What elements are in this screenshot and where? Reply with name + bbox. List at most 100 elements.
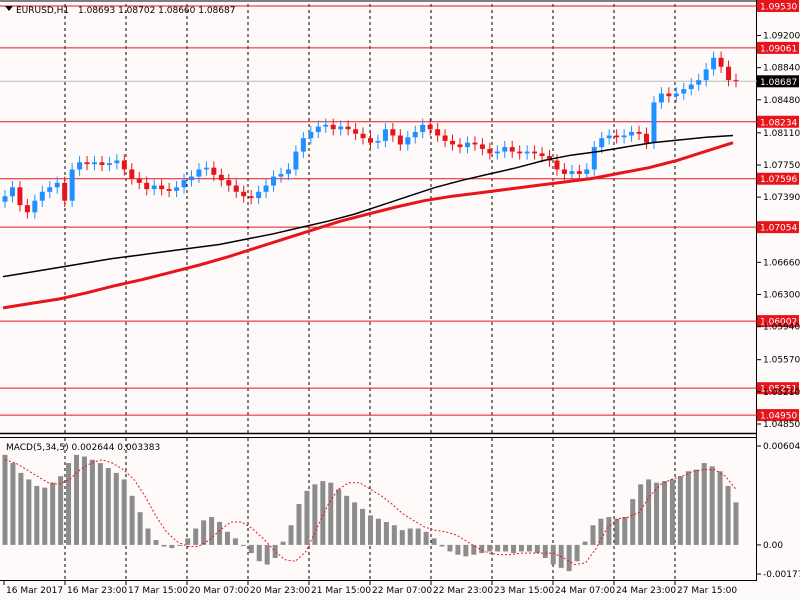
macd-bar — [550, 544, 556, 565]
candle-body — [450, 140, 456, 145]
dropdown-arrow-icon[interactable] — [5, 6, 13, 11]
macd-bar — [725, 485, 731, 545]
candle-body — [241, 191, 247, 197]
current-price-label: 1.08687 — [760, 78, 797, 88]
candle-body — [561, 169, 567, 174]
candle-body — [233, 185, 239, 192]
macd-bar — [145, 528, 151, 545]
ohlc-label: 1.08693 1.08702 1.08660 1.08687 — [78, 6, 235, 16]
macd-bar — [81, 456, 87, 545]
macd-bar — [614, 518, 620, 545]
time-tick-label: 27 Mar 15:00 — [677, 586, 737, 596]
macd-bar — [296, 503, 302, 545]
price-tick-label: 1.04850 — [763, 420, 800, 430]
macd-bar — [352, 502, 358, 545]
macd-bar — [630, 499, 636, 545]
candle-body — [726, 66, 732, 81]
price-tick-label: 1.06300 — [763, 290, 800, 300]
moving-average-black — [2, 134, 734, 278]
candle-body — [17, 187, 23, 206]
price-tick-label: 1.09200 — [763, 31, 800, 41]
macd-bar — [129, 495, 135, 545]
candle-body — [203, 167, 209, 170]
candle-body — [144, 182, 150, 190]
level-label: 1.07054 — [760, 224, 797, 234]
macd-bar — [526, 544, 532, 552]
time-tick-label: 20 Mar 07:00 — [189, 586, 249, 596]
level-label: 1.09061 — [760, 44, 797, 54]
candle-body — [308, 131, 314, 139]
candle-body — [24, 205, 30, 213]
candle-body — [711, 57, 717, 70]
level-marker — [757, 221, 799, 234]
macd-bar — [34, 485, 40, 545]
candle-body — [9, 187, 15, 197]
candle-body — [487, 148, 493, 154]
candle-body — [405, 137, 411, 145]
candle-body — [248, 196, 254, 199]
macd-bar — [463, 544, 469, 557]
time-tick-label: 16 Mar 2017 — [6, 586, 63, 596]
macd-bar — [26, 479, 32, 545]
candle-body — [285, 169, 291, 174]
macd-bar — [248, 544, 254, 554]
candle-body — [621, 135, 627, 138]
candle-body — [54, 182, 60, 188]
candle-body — [681, 89, 687, 94]
candle-body — [263, 185, 269, 192]
macd-bar — [701, 463, 707, 545]
macd-bar — [518, 544, 524, 552]
candle-body — [614, 135, 620, 138]
macd-bar — [542, 544, 548, 558]
macd-tick-label: 0.006043 — [763, 442, 800, 452]
macd-bar — [375, 518, 381, 545]
candle-body — [494, 151, 500, 154]
macd-pane[interactable]: 0.006043 0.00 -0.001778 MACD(5,34,5) 0.002… — [0, 437, 800, 581]
macd-bar — [709, 466, 715, 545]
candle-body — [584, 169, 590, 174]
candle-body — [479, 144, 485, 149]
candle-body — [323, 124, 329, 127]
candle-body — [532, 151, 538, 154]
symbol-label: EURUSD,H1 — [16, 6, 69, 16]
macd-bar — [2, 454, 8, 545]
level-label: 1.07596 — [760, 175, 797, 185]
time-tick-label: 16 Mar 23:00 — [67, 586, 127, 596]
level-marker — [757, 172, 799, 185]
macd-bar — [677, 476, 683, 545]
level-label: 1.06002 — [760, 318, 797, 328]
candle-body — [382, 129, 388, 141]
level-label: 1.08234 — [760, 118, 797, 128]
candle-body — [188, 176, 194, 181]
candle-body — [696, 80, 702, 85]
price-tick-label: 1.08480 — [763, 96, 800, 106]
candle-body — [435, 129, 441, 136]
macd-bar — [447, 544, 453, 552]
macd-bar — [455, 544, 461, 555]
candle-body — [69, 169, 75, 201]
candle-body — [92, 162, 98, 165]
candle-body — [226, 180, 232, 186]
candle-body — [338, 126, 344, 130]
price-tick-label: 1.07750 — [763, 161, 800, 171]
macd-bar — [89, 459, 95, 545]
macd-bar — [622, 517, 628, 545]
candle-body — [136, 178, 142, 183]
candle-body — [360, 133, 366, 139]
macd-bar — [685, 471, 691, 545]
time-tick-label: 20 Mar 23:00 — [250, 586, 310, 596]
candle-body — [151, 185, 157, 190]
horizontal-levels: 1.09530 1.09061 1.08234 1.07596 1.07054 1.060… — [0, 0, 799, 422]
macd-bar — [217, 521, 223, 545]
price-pane[interactable]: 1.09530 1.09061 1.08234 1.07596 1.07054 1.060… — [0, 0, 800, 581]
macd-bar — [209, 517, 215, 545]
candle-body — [315, 126, 321, 132]
candle-body — [666, 93, 672, 97]
candle-body — [539, 153, 545, 157]
price-tick-label: 1.05210 — [763, 388, 800, 398]
candle-body — [62, 182, 68, 201]
macd-bar — [185, 538, 191, 545]
macd-bar — [693, 469, 699, 545]
macd-bar — [272, 544, 278, 558]
